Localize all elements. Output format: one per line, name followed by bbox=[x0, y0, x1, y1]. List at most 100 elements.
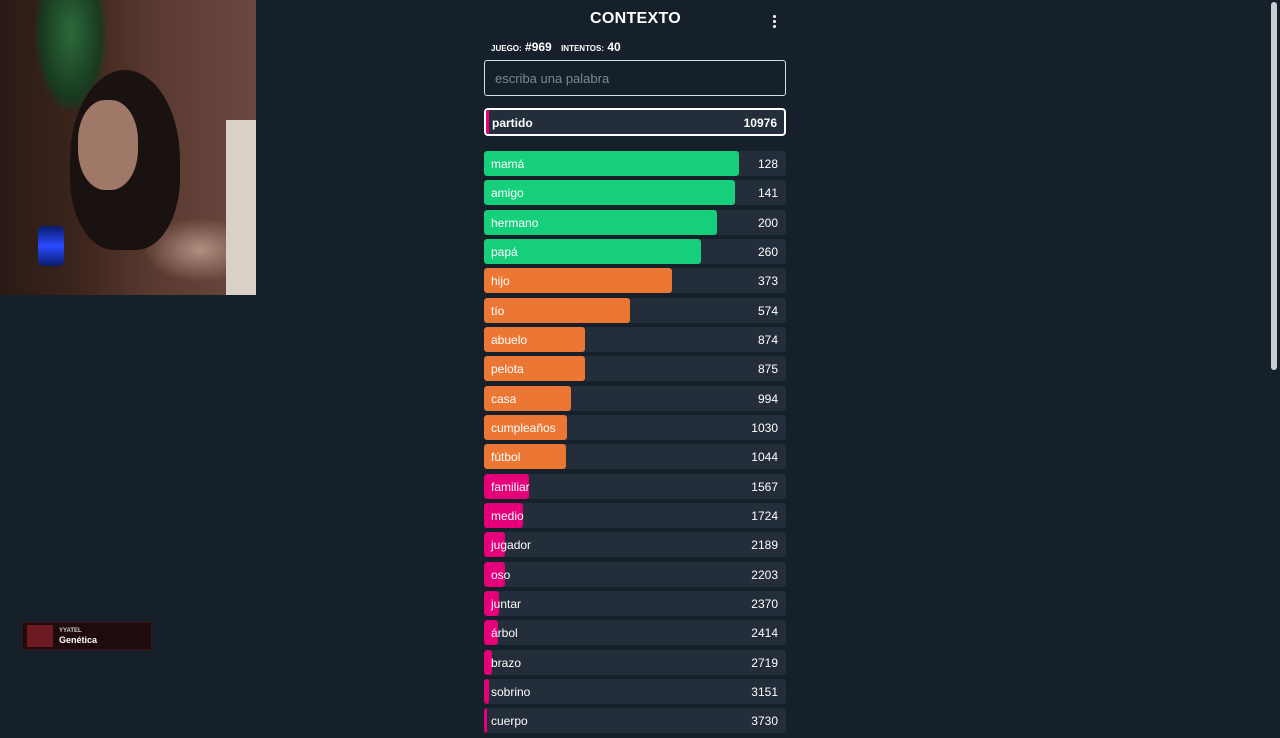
guess-row: familiar 1567 bbox=[484, 473, 786, 499]
attempts-value: 40 bbox=[607, 40, 621, 54]
current-guess-bar bbox=[486, 110, 489, 134]
guess-bar bbox=[484, 356, 585, 382]
guess-word: amigo bbox=[491, 186, 524, 201]
guess-bar bbox=[484, 326, 586, 352]
guess-rank: 141 bbox=[757, 186, 778, 201]
guess-row: casa 994 bbox=[484, 385, 786, 411]
guess-bar bbox=[484, 238, 701, 264]
guess-word: hermano bbox=[491, 215, 539, 230]
guess-row: abuelo 874 bbox=[484, 326, 786, 352]
guess-rank: 875 bbox=[757, 362, 778, 377]
guess-row: medio 1724 bbox=[484, 502, 786, 528]
guess-row: fútbol 1044 bbox=[484, 444, 786, 470]
guess-word: sobrino bbox=[491, 684, 531, 699]
game-stats: JUEGO: #969 INTENTOS: 40 bbox=[491, 40, 627, 54]
guess-bar bbox=[484, 180, 736, 206]
game-label: JUEGO: bbox=[491, 44, 522, 53]
guess-rank: 373 bbox=[757, 274, 778, 289]
guess-rank: 128 bbox=[757, 157, 778, 171]
guess-rank: 2414 bbox=[751, 626, 778, 641]
guess-rank: 260 bbox=[757, 244, 778, 259]
guess-row: jugador 2189 bbox=[484, 532, 786, 558]
guess-bar bbox=[484, 678, 489, 704]
guess-word: fútbol bbox=[491, 450, 521, 465]
guess-row: amigo 141 bbox=[484, 180, 786, 206]
stream-badge: YYATEL Genética bbox=[22, 622, 152, 650]
guess-rank: 574 bbox=[757, 303, 778, 318]
current-guess-word: partido bbox=[492, 116, 533, 130]
word-input[interactable] bbox=[484, 60, 786, 96]
guess-rank: 3730 bbox=[751, 714, 778, 729]
badge-avatar bbox=[27, 625, 53, 647]
game-number: #969 bbox=[525, 40, 552, 54]
guess-word: hijo bbox=[491, 274, 510, 289]
badge-user: YYATEL bbox=[59, 627, 82, 634]
guess-word: cuerpo bbox=[491, 714, 528, 729]
scrollbar-thumb[interactable] bbox=[1271, 2, 1277, 370]
guess-word: pelota bbox=[491, 362, 524, 377]
guess-row: juntar 2370 bbox=[484, 590, 786, 616]
guess-word: brazo bbox=[491, 655, 522, 670]
guess-bar bbox=[484, 590, 500, 616]
guess-rank: 1724 bbox=[751, 508, 778, 523]
guess-word: cumpleaños bbox=[491, 420, 556, 435]
guess-rank: 2719 bbox=[751, 655, 778, 670]
guess-bar bbox=[484, 473, 530, 499]
guess-rank: 2189 bbox=[751, 538, 778, 553]
guess-row: hijo 373 bbox=[484, 268, 786, 294]
guess-word: medio bbox=[491, 508, 524, 523]
guess-bar bbox=[484, 209, 717, 235]
guess-rank: 200 bbox=[757, 215, 778, 230]
guess-row: árbol 2414 bbox=[484, 620, 786, 646]
guess-rank: 1030 bbox=[751, 420, 778, 435]
guess-bar bbox=[484, 297, 630, 323]
more-vertical-icon[interactable] bbox=[768, 12, 780, 30]
guess-bar bbox=[484, 414, 568, 440]
current-guess-rank: 10976 bbox=[743, 116, 777, 130]
guess-bar bbox=[484, 620, 498, 646]
guess-row: papá 260 bbox=[484, 238, 786, 264]
guess-list: mamá 128 amigo 141 hermano 200 papá 260 hijo 373 t… bbox=[484, 151, 786, 738]
attempts-label: INTENTOS: bbox=[561, 44, 605, 53]
guess-row: cumpleaños 1030 bbox=[484, 414, 786, 440]
guess-rank: 3151 bbox=[751, 684, 778, 699]
guess-rank: 1567 bbox=[751, 479, 778, 494]
guess-bar bbox=[484, 532, 506, 558]
guess-row: pelota 875 bbox=[484, 356, 786, 382]
guess-word: abuelo bbox=[491, 332, 528, 347]
guess-word: mamá bbox=[491, 157, 525, 171]
guess-bar bbox=[484, 268, 672, 294]
badge-game: Genética bbox=[59, 634, 98, 645]
page-scrollbar[interactable] bbox=[1268, 0, 1280, 720]
guess-row: brazo 2719 bbox=[484, 649, 786, 675]
webcam-overlay bbox=[0, 0, 256, 295]
guess-row: oso 2203 bbox=[484, 561, 786, 587]
guess-word: tío bbox=[491, 303, 505, 318]
guess-rank: 994 bbox=[757, 391, 778, 406]
guess-bar bbox=[484, 649, 492, 675]
guess-row: cuerpo 3730 bbox=[484, 708, 786, 734]
guess-word: oso bbox=[491, 567, 511, 582]
streamer-face bbox=[78, 100, 138, 190]
guess-rank: 1044 bbox=[751, 450, 778, 465]
page-title: CONTEXTO bbox=[589, 10, 681, 27]
guess-bar bbox=[484, 502, 524, 528]
guess-word: familiar bbox=[491, 479, 530, 494]
guess-row: sobrino 3151 bbox=[484, 678, 786, 704]
guess-row: tío 574 bbox=[484, 297, 786, 323]
guess-word: árbol bbox=[491, 626, 518, 641]
blue-cup bbox=[38, 226, 64, 266]
guess-word: casa bbox=[491, 391, 517, 406]
background-door bbox=[226, 120, 256, 295]
guess-bar bbox=[484, 561, 505, 587]
guess-row: mamá 128 bbox=[484, 151, 786, 176]
guess-bar bbox=[484, 444, 566, 470]
guess-bar bbox=[484, 151, 740, 176]
guess-rank: 2203 bbox=[751, 567, 778, 582]
guess-bar bbox=[484, 385, 571, 411]
guess-bar bbox=[484, 708, 488, 734]
guess-word: juntar bbox=[491, 596, 522, 611]
current-guess: partido 10976 bbox=[484, 108, 786, 136]
guess-rank: 874 bbox=[757, 332, 778, 347]
guess-word: jugador bbox=[491, 538, 532, 553]
